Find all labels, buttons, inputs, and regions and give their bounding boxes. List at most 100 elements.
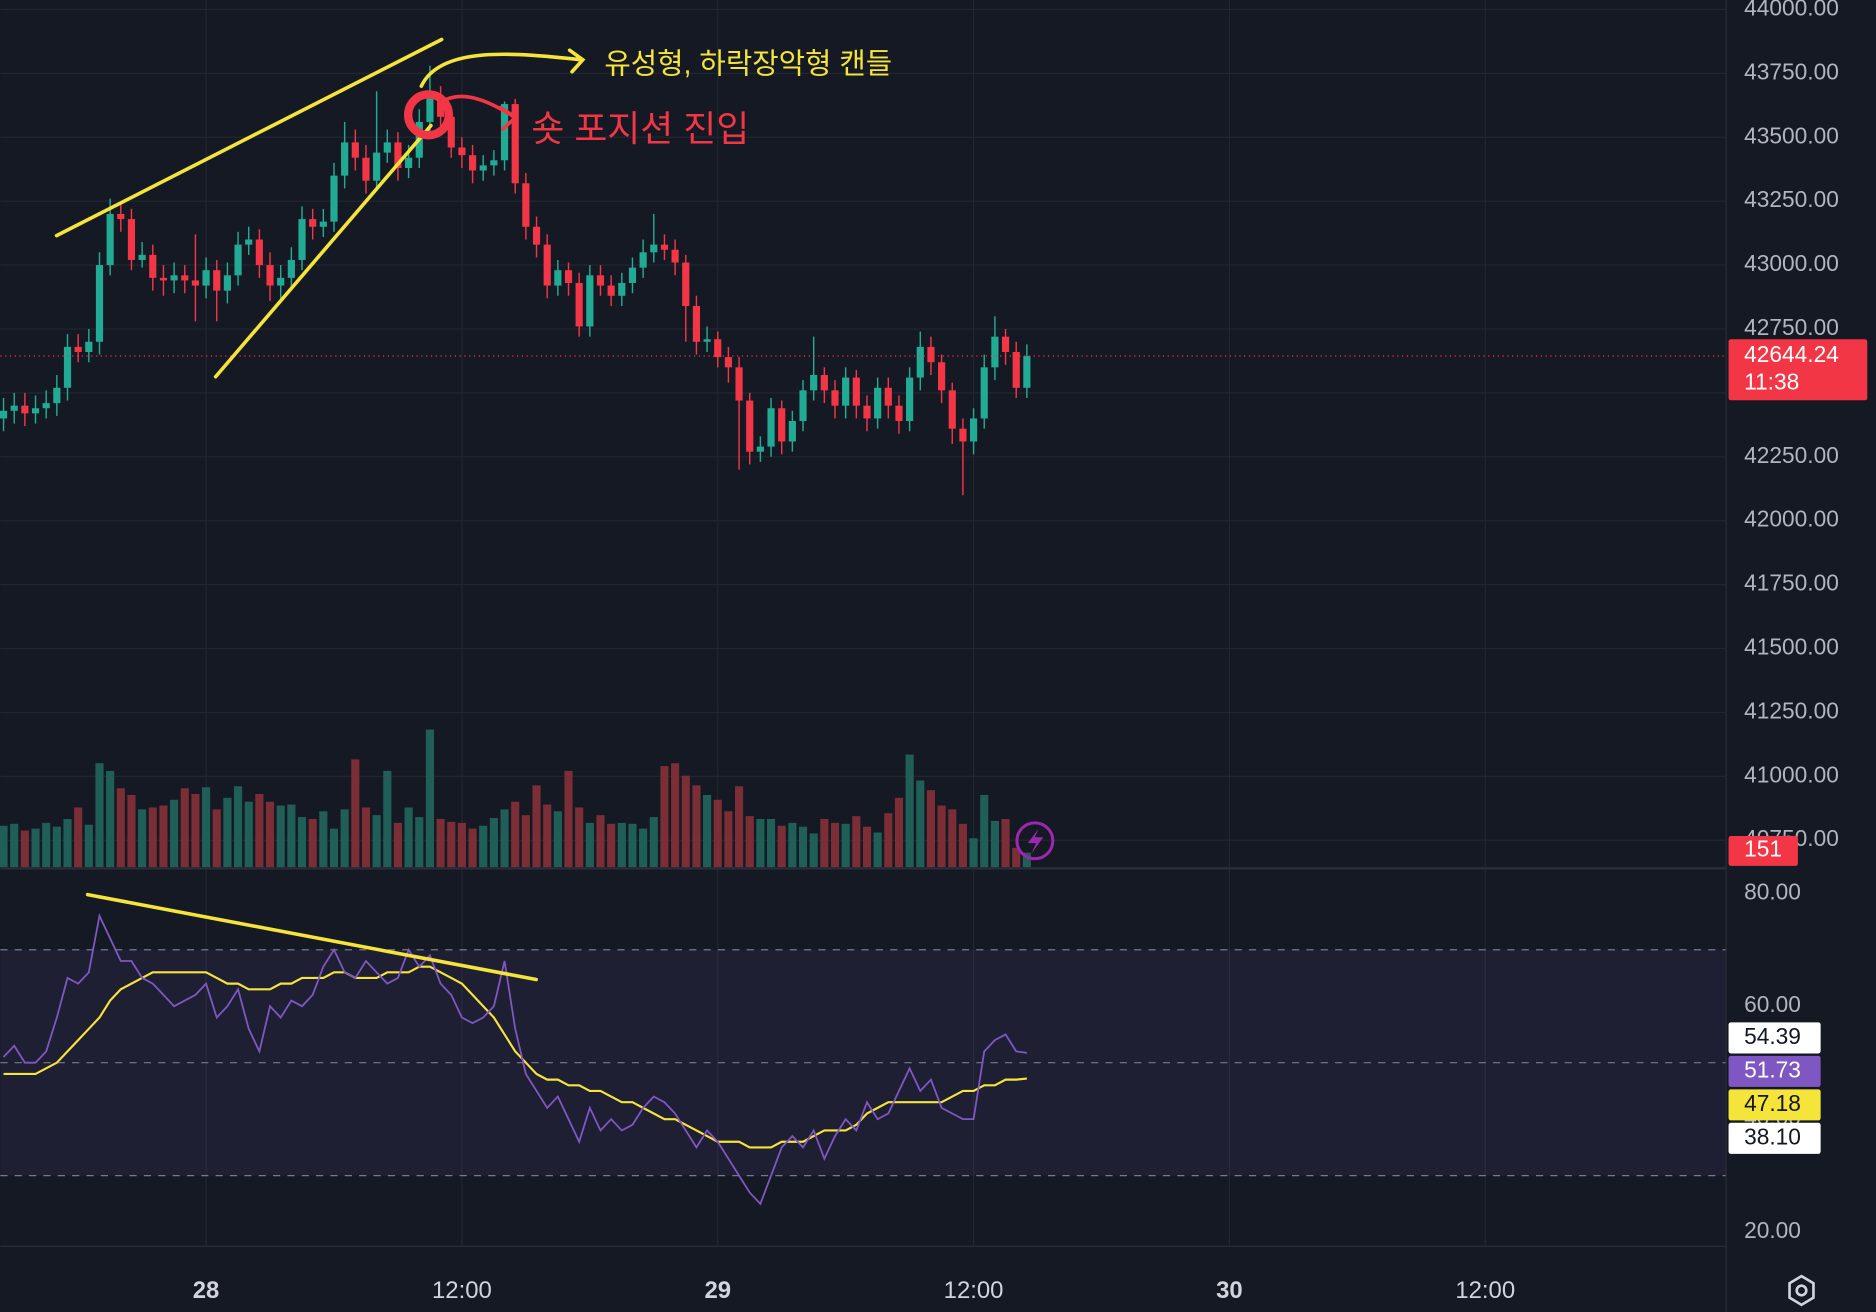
volume-bar	[84, 824, 93, 868]
volume-bar	[297, 817, 307, 868]
volume-bar	[585, 822, 594, 868]
volume-bar	[798, 826, 808, 868]
rsi-bands	[0, 949, 1727, 1177]
volume-bar	[543, 804, 552, 868]
volume-bar	[42, 822, 51, 868]
rsi-tag	[1728, 1122, 1821, 1154]
volume-bar	[127, 794, 136, 868]
volume-bar	[425, 729, 434, 868]
volume-bar	[20, 830, 29, 868]
candle-body	[767, 408, 775, 447]
rsi-tag-label: 54.39	[1744, 1023, 1801, 1049]
y-tick-label: 41250.00	[1744, 697, 1839, 723]
candle-body	[213, 270, 221, 291]
volume-bar	[95, 763, 104, 868]
volume-bar	[383, 770, 392, 868]
y-tick-label: 42750.00	[1744, 314, 1839, 340]
volume-bar	[734, 786, 744, 868]
volume-bar	[788, 822, 797, 868]
volume-bar	[969, 838, 978, 868]
volume-bar	[521, 815, 530, 868]
candle-body	[756, 446, 764, 452]
candle-body	[351, 142, 359, 158]
volume-bar	[884, 813, 893, 868]
candle-body	[948, 390, 956, 429]
volume-bar	[649, 817, 658, 868]
candle-body	[831, 390, 839, 406]
x-tick-label: 12:00	[432, 1277, 492, 1304]
y-tick-label: 43250.00	[1744, 186, 1839, 212]
volume-bar	[393, 822, 403, 868]
volume-bar	[404, 807, 413, 868]
volume-bar	[660, 766, 669, 868]
volume-bar	[596, 815, 605, 868]
volume-bar	[212, 809, 221, 868]
candle-body	[170, 275, 178, 281]
candle-body	[682, 262, 690, 306]
candle-body	[778, 408, 786, 442]
candle-body	[31, 408, 40, 414]
candle-body	[596, 275, 605, 286]
candle-body	[522, 183, 530, 227]
rsi-tag-label: 47.18	[1744, 1090, 1801, 1116]
candle-body	[969, 418, 978, 442]
candle-body	[255, 239, 263, 266]
arrow	[438, 94, 519, 131]
x-tick-label: 28	[193, 1277, 220, 1304]
volume-bar	[340, 809, 349, 868]
volume-bar	[74, 807, 83, 868]
candle-body	[746, 400, 754, 452]
rsi-line	[2, 912, 1028, 1206]
settings-icon[interactable]	[1788, 1274, 1815, 1307]
volume-bar	[361, 807, 371, 868]
volume-bar	[841, 823, 850, 868]
candle-body	[991, 336, 999, 368]
candle-body	[490, 160, 498, 166]
volume-bar	[894, 797, 904, 868]
candle-body	[906, 377, 914, 422]
volume-bar	[958, 823, 967, 868]
volume-bar	[1012, 847, 1021, 868]
volume-bar	[756, 819, 765, 868]
candle-body	[511, 104, 519, 184]
candle-body	[181, 275, 189, 281]
volume-bar	[766, 819, 776, 868]
candle-body	[714, 339, 722, 358]
volume-bar	[532, 785, 541, 868]
alert-icon[interactable]	[1015, 821, 1055, 861]
volume-bar	[10, 823, 19, 868]
volume-bar	[180, 788, 189, 868]
rsi-tick-label: 60.00	[1744, 991, 1801, 1017]
volume-bar	[351, 759, 360, 868]
candle-body	[117, 213, 125, 220]
settings-hex[interactable]	[1788, 1274, 1815, 1307]
rsi-tag	[1728, 1022, 1821, 1054]
candle-body	[106, 213, 114, 266]
rsi-tag-label: 51.73	[1744, 1056, 1801, 1082]
volume-bar	[980, 794, 989, 868]
y-tick-label: 43500.00	[1744, 122, 1839, 148]
candle-body	[309, 219, 317, 227]
candle-body	[735, 367, 743, 401]
drawings	[54, 37, 586, 982]
volume-bar	[489, 818, 498, 868]
alert-ring[interactable]	[1015, 821, 1055, 861]
candle-body	[319, 221, 327, 227]
candle-body	[63, 346, 72, 388]
candle-body	[884, 387, 892, 406]
volume-bar	[170, 799, 179, 868]
volume-bar	[148, 807, 157, 868]
volume-bar	[276, 805, 285, 868]
x-tick-label: 29	[704, 1277, 731, 1304]
volume-bar	[692, 785, 701, 868]
volume-bar	[31, 828, 40, 868]
candle-body	[575, 282, 583, 327]
volume-bar	[468, 828, 477, 868]
candle-body	[95, 265, 104, 342]
candle-body	[724, 357, 732, 368]
candle-body	[607, 285, 615, 296]
volume-bar	[202, 787, 211, 868]
candle-body	[671, 249, 679, 263]
